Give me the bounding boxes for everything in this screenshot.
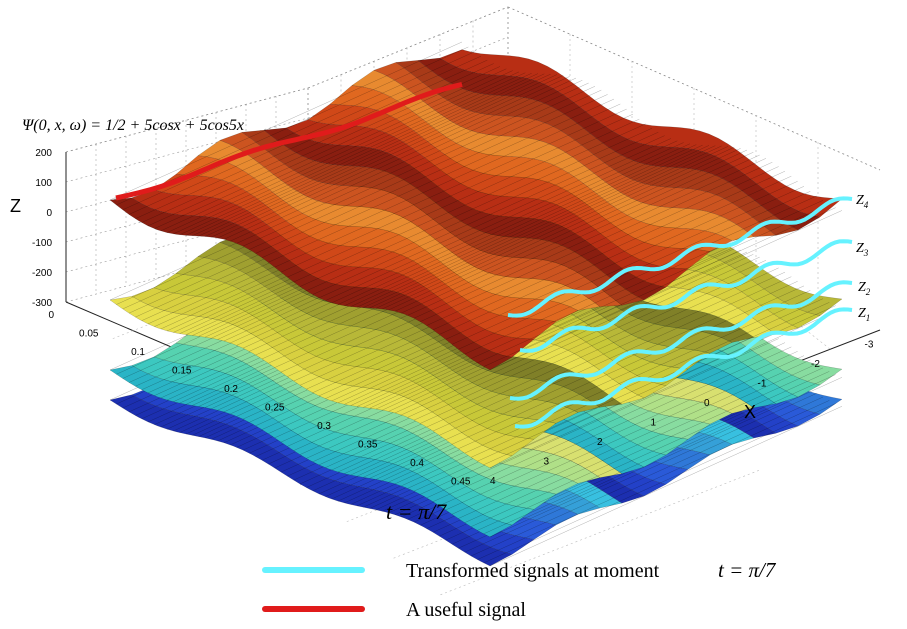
surface-label: Z4	[856, 193, 869, 210]
z-tick-label: -200	[32, 268, 52, 279]
t-axis-title: t = π/7	[386, 499, 447, 524]
x-tick-label: -1	[758, 379, 767, 390]
surface-label: Z1	[858, 306, 870, 323]
legend-math: t = π/7	[718, 558, 777, 582]
surface-label: Z3	[856, 241, 869, 258]
t-tick-label: 0.45	[451, 477, 471, 488]
legend-label: A useful signal	[406, 599, 526, 621]
surface-labels: Z4 Z3 Z2 Z1	[856, 193, 871, 323]
legend-label: Transformed signals at moment	[406, 560, 660, 582]
z-axis-ticks: 200 100 0 -100 -200 -300	[32, 148, 52, 309]
z-tick-label: -100	[32, 238, 52, 249]
t-tick-label: 0.35	[358, 440, 378, 451]
z-tick-label: 100	[35, 178, 52, 189]
chart-title: Ψ(0, x, ω) = 1/2 + 5cosx + 5cos5x	[22, 117, 244, 134]
x-tick-label: 3	[544, 457, 550, 468]
t-tick-label: 0	[48, 310, 54, 321]
t-tick-label: 0.25	[265, 403, 285, 414]
x-tick-label: -3	[865, 340, 874, 351]
surface-label: Z2	[858, 280, 871, 297]
surface-label-sub: 2	[866, 287, 871, 297]
x-tick-label: 0	[704, 398, 710, 409]
x-tick-label: 2	[597, 437, 603, 448]
surface-label-sub: 1	[866, 313, 871, 323]
t-tick-label: 0.05	[79, 329, 99, 340]
x-tick-label: 1	[651, 418, 657, 429]
x-axis-title: X	[744, 402, 756, 422]
z-tick-label: 0	[46, 208, 52, 219]
z-tick-label: -300	[32, 298, 52, 309]
x-tick-label: 4	[490, 476, 496, 487]
t-tick-label: 0.3	[317, 421, 331, 432]
t-tick-label: 0.1	[131, 347, 145, 358]
z-axis-title: Z	[10, 196, 21, 216]
x-tick-label: -2	[811, 359, 820, 370]
t-tick-label: 0.2	[224, 384, 238, 395]
surface-label-sub: 3	[863, 248, 869, 258]
legend: Transformed signals at moment t = π/7 A us…	[265, 558, 777, 621]
z-tick-label: 200	[35, 148, 52, 159]
t-tick-label: 0.4	[410, 458, 424, 469]
t-tick-label: 0.15	[172, 366, 192, 377]
surface-label-sub: 4	[864, 200, 869, 210]
